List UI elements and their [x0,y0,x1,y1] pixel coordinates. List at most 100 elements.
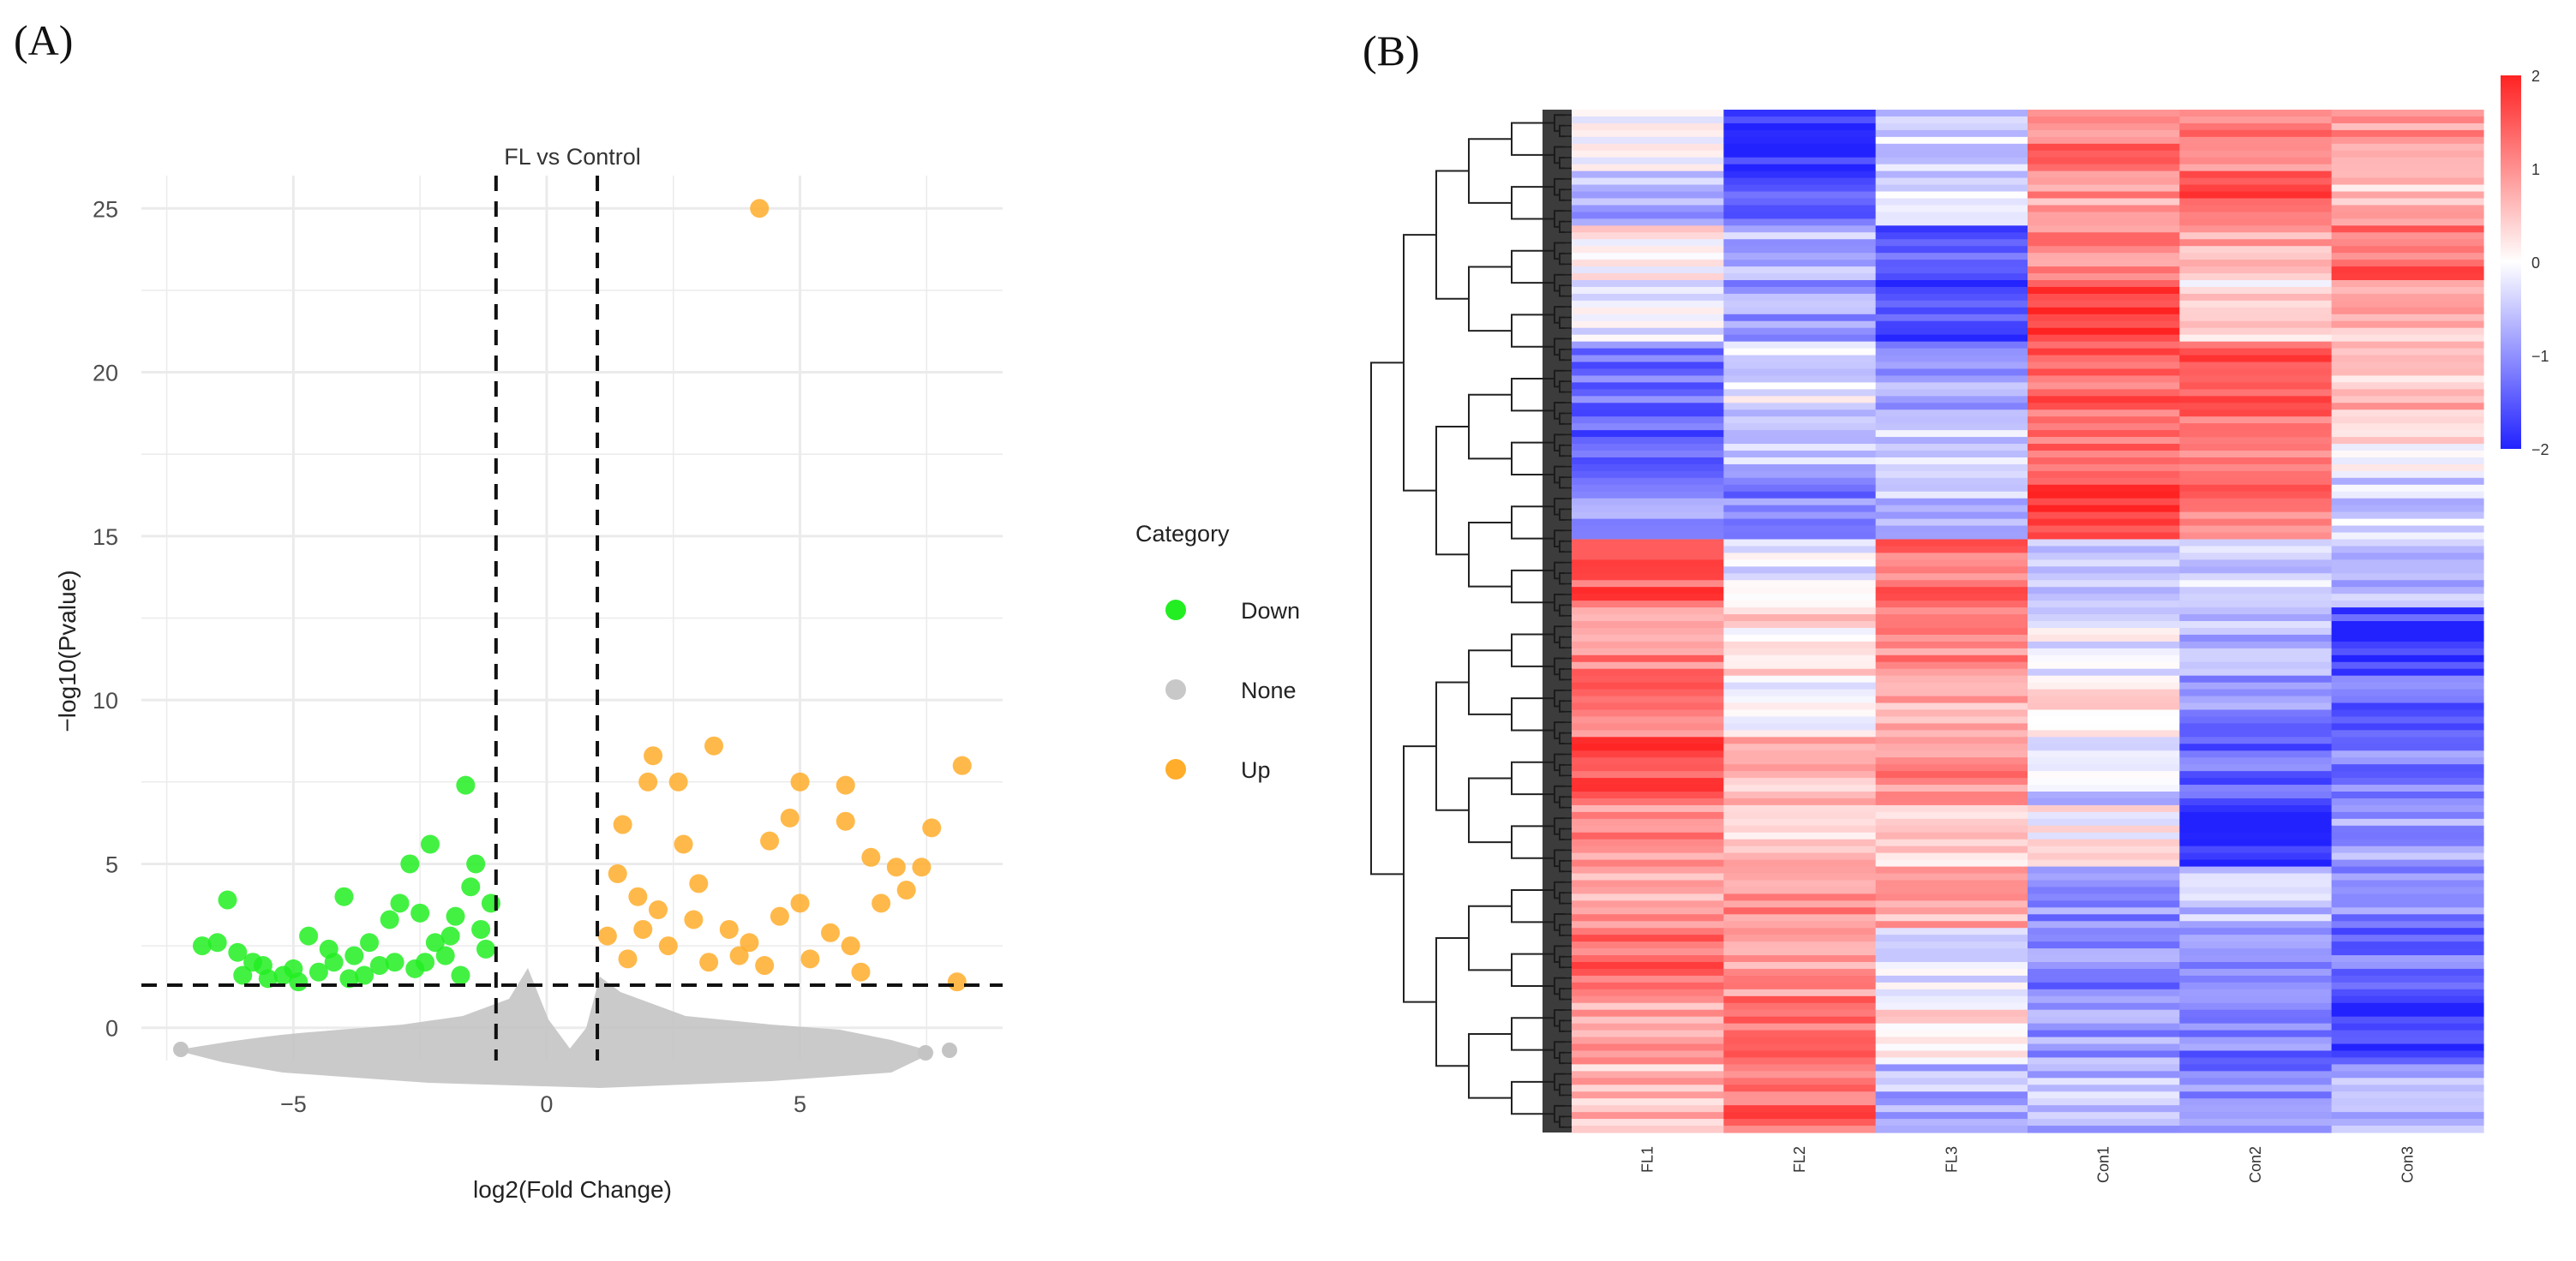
heatmap-cell [1875,948,2028,956]
heatmap-cell [2028,594,2180,601]
heatmap-cell [2331,451,2484,458]
heatmap-cell [1875,463,2028,472]
heatmap-cell [2028,280,2180,288]
heatmap-cell [2331,532,2484,541]
point-up [668,772,688,792]
heatmap-cell [1572,798,1724,806]
heatmap-cell [2331,771,2484,779]
heatmap-cell [1723,873,1877,882]
threshold-lines [141,176,1003,1061]
heatmap-cell [1723,280,1877,288]
heatmap-cell [1723,198,1877,206]
point-up [597,926,617,946]
heatmap-cell [1723,621,1877,629]
heatmap-cell [1875,403,2028,410]
heatmap-cell [2179,170,2333,179]
heatmap-cell [2179,778,2333,786]
heatmap-cell [1723,614,1877,622]
heatmap-cell [2331,580,2484,588]
heatmap-cell [2331,430,2484,438]
heatmap-cell [2028,935,2180,942]
heatmap-cell [1875,798,2028,806]
heatmap-cell [2179,157,2333,165]
heatmap-cell [2331,566,2484,574]
heatmap-cell [1875,607,2028,615]
heatmap-cell [2331,1002,2484,1011]
heatmap-cell [1572,362,1724,370]
heatmap-cell [1572,1098,1724,1106]
heatmap-cell [1875,1009,2028,1018]
point-down [233,965,253,985]
point-up [658,936,678,956]
heatmap-cell [1572,110,1724,117]
heatmap-cell [1875,260,2028,267]
heatmap-cell [1572,1050,1724,1059]
heatmap-cell [2179,832,2333,840]
heatmap-cell [1723,1002,1877,1011]
heatmap-cell [1723,225,1877,233]
heatmap-cell [1875,170,2028,179]
heatmap-cell [2179,852,2333,861]
heatmap-cell [1875,444,2028,451]
heatmap-cell [1572,654,1724,663]
dendrogram-branch [1435,426,1469,556]
heatmap-cell [1572,218,1724,226]
heatmap-cell [2331,253,2484,260]
heatmap-cell [2331,123,2484,131]
heatmap-cell [2028,880,2180,888]
dendrogram-branch [1559,955,1565,969]
heatmap-cell [2028,893,2180,901]
heatmap-cell [1572,355,1724,363]
heatmap-cell [1572,975,1724,983]
heatmap-cell [2028,437,2180,445]
heatmap-cell [1875,955,2028,963]
heatmap-cell [2331,818,2484,827]
point-up [740,933,759,953]
heatmap-cell [2331,689,2484,697]
heatmap-cell [2331,1126,2484,1133]
heatmap-cell [2331,177,2484,186]
heatmap-cell [2331,157,2484,165]
heatmap-cell [1723,314,1877,322]
heatmap-cell [2028,825,2180,834]
heatmap-cell [1875,792,2028,799]
heatmap-cell [1572,866,1724,875]
heatmap-cell [2331,170,2484,179]
heatmap-cell [2179,1105,2333,1113]
heatmap-cell [2331,457,2484,465]
heatmap-cell [1572,423,1724,431]
heatmap-cell [1875,907,2028,915]
heatmap-cell [1572,437,1724,445]
heatmap-cell [2028,1071,2180,1079]
heatmap-cell [1572,123,1724,131]
heatmap-cell [2028,300,2180,308]
heatmap-cell [1572,1057,1724,1065]
heatmap-cell [2028,355,2180,363]
heatmap-cell [2331,709,2484,718]
heatmap-cell [1572,334,1724,343]
dendrogram-branch [1468,521,1512,588]
heatmap-cell [1723,409,1877,417]
heatmap-cell [2331,682,2484,690]
point-down [451,965,470,985]
heatmap-cell [1723,818,1877,827]
dendrogram-branch [1554,242,1565,260]
heatmap-cell [1875,1023,2028,1031]
dendrogram-branch [1554,625,1565,643]
heatmap-cell [1723,696,1877,704]
heatmap-cell [1723,403,1877,410]
legend-title: Category [1135,521,1230,547]
heatmap-cell [2179,123,2333,131]
heatmap-cell [2331,403,2484,410]
dendrogram-branch [1403,234,1436,492]
heatmap-cell [2179,382,2333,390]
heatmap-cell [2179,293,2333,302]
heatmap-cell [1875,682,2028,690]
heatmap-cell [1572,880,1724,888]
heatmap-cell [1572,573,1724,581]
heatmap-cell [1875,546,2028,553]
dendrogram-branch [1559,188,1565,201]
heatmap-cell [1723,785,1877,792]
dendrogram-branch [1511,761,1555,796]
heatmap-cell [1572,1119,1724,1127]
